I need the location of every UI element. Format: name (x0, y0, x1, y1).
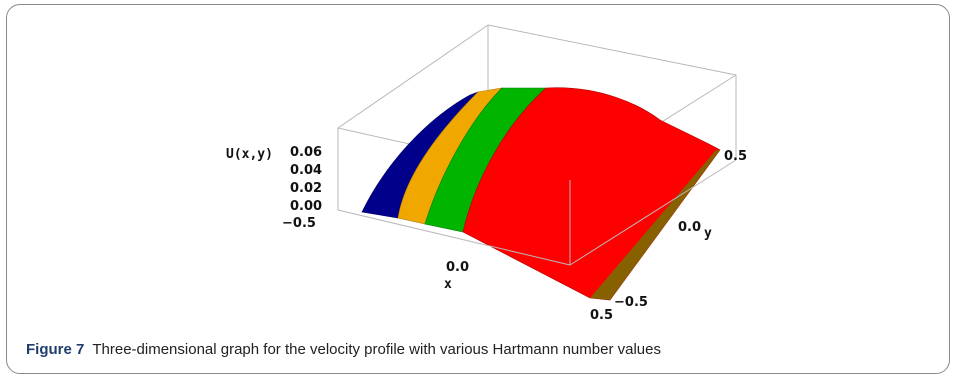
y-axis-label: y (704, 226, 712, 241)
x-axis: −0.5 0.0 0.5 x (282, 216, 613, 323)
band-red (462, 87, 721, 301)
x-tick-neg: −0.5 (282, 216, 316, 231)
x-tick-pos: 0.5 (590, 308, 613, 323)
box-front-edges (337, 159, 737, 266)
z-axis-label: U(x,y) (226, 147, 273, 162)
surface-plot: U(x,y) 0.06 0.04 0.02 0.00 −0.5 0.0 0.5 … (226, 24, 747, 323)
figure-label: Figure 7 (26, 341, 85, 358)
figure-caption-text: Three-dimensional graph for the velocity… (92, 341, 661, 358)
x-axis-label: x (444, 277, 452, 292)
y-tick-zero: 0.0 (678, 220, 701, 235)
y-axis: 0.5 0.0 y −0.5 (614, 149, 747, 310)
z-axis: U(x,y) 0.06 0.04 0.02 0.00 (226, 145, 322, 214)
z-tick-0.00: 0.00 (290, 199, 322, 214)
y-tick-pos: 0.5 (724, 149, 747, 164)
figure-caption: Figure 7 Three-dimensional graph for the … (26, 341, 661, 358)
z-tick-0.04: 0.04 (290, 163, 322, 178)
surface-bands (361, 87, 721, 301)
z-tick-0.06: 0.06 (290, 145, 322, 160)
x-tick-zero: 0.0 (446, 260, 469, 275)
z-tick-0.02: 0.02 (290, 181, 322, 196)
surface-edge (590, 150, 720, 300)
y-tick-neg: −0.5 (614, 295, 648, 310)
